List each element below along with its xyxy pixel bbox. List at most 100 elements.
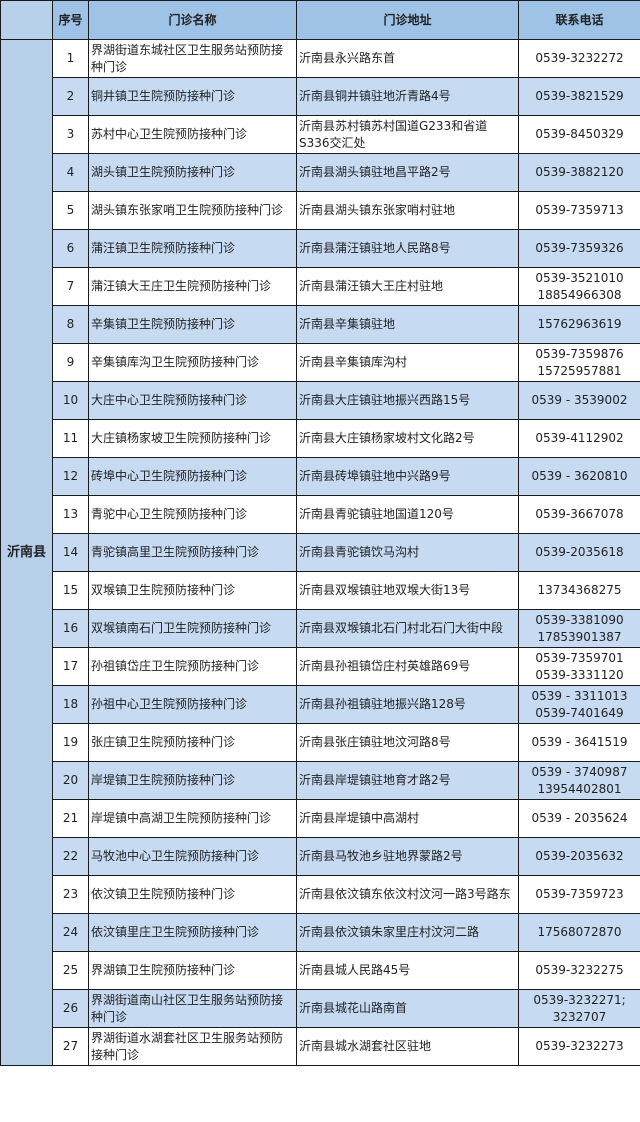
- clinic-address-cell: 沂南县砖埠镇驻地中兴路9号: [296, 457, 519, 496]
- table-row: 21 岸堤镇中高湖卫生院预防接种门诊 沂南县岸堤镇中高湖村 0539 - 203562…: [1, 799, 640, 838]
- seq-cell: 27: [52, 1027, 89, 1066]
- seq-cell: 20: [52, 761, 89, 800]
- phone-cell: 0539-3667078: [518, 495, 640, 534]
- phone-cell: 0539 - 3620810: [518, 457, 640, 496]
- table-row: 3 苏村中心卫生院预防接种门诊 沂南县苏村镇苏村国道G233和省道S336交汇处 05…: [1, 115, 640, 154]
- clinic-address-cell: 沂南县孙祖镇驻地振兴路128号: [296, 685, 519, 724]
- clinic-name-cell: 蒲汪镇卫生院预防接种门诊: [88, 229, 297, 268]
- clinic-address-cell: 沂南县城水湖套社区驻地: [296, 1027, 519, 1066]
- clinic-address-cell: 沂南县孙祖镇岱庄村英雄路69号: [296, 647, 519, 686]
- phone-cell: 0539-8450329: [518, 115, 640, 154]
- phone-cell: 0539-4112902: [518, 419, 640, 458]
- phone-cell: 0539-3232273: [518, 1027, 640, 1066]
- clinic-name-cell: 界湖街道水湖套社区卫生服务站预防接种门诊: [88, 1027, 297, 1066]
- clinic-address-cell: 沂南县辛集镇库沟村: [296, 343, 519, 382]
- clinic-name-cell: 张庄镇卫生院预防接种门诊: [88, 723, 297, 762]
- phone-cell: 0539-7359713: [518, 191, 640, 230]
- clinic-name-cell: 岸堤镇中高湖卫生院预防接种门诊: [88, 799, 297, 838]
- header-seq: 序号: [52, 0, 89, 40]
- phone-cell: 0539-2035618: [518, 533, 640, 572]
- clinic-name-cell: 双堠镇卫生院预防接种门诊: [88, 571, 297, 610]
- clinic-address-cell: 沂南县铜井镇驻地沂青路4号: [296, 77, 519, 116]
- clinic-address-cell: 沂南县依汶镇朱家里庄村汶河二路: [296, 913, 519, 952]
- clinic-address-cell: 沂南县城人民路45号: [296, 951, 519, 990]
- table-row: 27 界湖街道水湖套社区卫生服务站预防接种门诊 沂南县城水湖套社区驻地 0539-32…: [1, 1027, 640, 1066]
- clinic-name-cell: 青驼镇高里卫生院预防接种门诊: [88, 533, 297, 572]
- header-phone: 联系电话: [518, 0, 640, 40]
- clinic-name-cell: 界湖街道南山社区卫生服务站预防接种门诊: [88, 989, 297, 1028]
- table-row: 12 砖埠中心卫生院预防接种门诊 沂南县砖埠镇驻地中兴路9号 0539 - 36208…: [1, 457, 640, 496]
- clinic-name-cell: 依汶镇卫生院预防接种门诊: [88, 875, 297, 914]
- table-row: 7 蒲汪镇大王庄卫生院预防接种门诊 沂南县蒲汪镇大王庄村驻地 0539-3521010…: [1, 267, 640, 306]
- clinic-address-cell: 沂南县辛集镇驻地: [296, 305, 519, 344]
- seq-cell: 3: [52, 115, 89, 154]
- phone-cell: 0539-7359723: [518, 875, 640, 914]
- table-row: 9 辛集镇库沟卫生院预防接种门诊 沂南县辛集镇库沟村 0539-7359876 157…: [1, 343, 640, 382]
- clinic-address-cell: 沂南县马牧池乡驻地界蒙路2号: [296, 837, 519, 876]
- phone-cell: 0539-3882120: [518, 153, 640, 192]
- clinic-address-cell: 沂南县岸堤镇驻地育才路2号: [296, 761, 519, 800]
- phone-cell: 0539 - 3740987 13954402801: [518, 761, 640, 800]
- clinic-address-cell: 沂南县双堠镇驻地双堠大街13号: [296, 571, 519, 610]
- table-row: 19 张庄镇卫生院预防接种门诊 沂南县张庄镇驻地汶河路8号 0539 - 364151…: [1, 723, 640, 762]
- seq-cell: 15: [52, 571, 89, 610]
- phone-cell: 0539-7359701 0539-3331120: [518, 647, 640, 686]
- phone-cell: 0539-3232271; 3232707: [518, 989, 640, 1028]
- clinic-table: 序号 门诊名称 门诊地址 联系电话 沂南县 1 界湖街道东城社区卫生服务站预防接种门…: [0, 0, 640, 1066]
- phone-cell: 13734368275: [518, 571, 640, 610]
- seq-cell: 19: [52, 723, 89, 762]
- table-row: 8 辛集镇卫生院预防接种门诊 沂南县辛集镇驻地 15762963619: [1, 305, 640, 344]
- table-row: 4 湖头镇卫生院预防接种门诊 沂南县湖头镇驻地昌平路2号 0539-3882120: [1, 153, 640, 192]
- seq-cell: 1: [52, 39, 89, 78]
- table-row: 17 孙祖镇岱庄卫生院预防接种门诊 沂南县孙祖镇岱庄村英雄路69号 0539-7359…: [1, 647, 640, 686]
- clinic-address-cell: 沂南县湖头镇驻地昌平路2号: [296, 153, 519, 192]
- clinic-name-cell: 苏村中心卫生院预防接种门诊: [88, 115, 297, 154]
- seq-cell: 9: [52, 343, 89, 382]
- table-row: 22 马牧池中心卫生院预防接种门诊 沂南县马牧池乡驻地界蒙路2号 0539-20356…: [1, 837, 640, 876]
- clinic-address-cell: 沂南县蒲汪镇大王庄村驻地: [296, 267, 519, 306]
- table-row: 6 蒲汪镇卫生院预防接种门诊 沂南县蒲汪镇驻地人民路8号 0539-7359326: [1, 229, 640, 268]
- phone-cell: 0539-3232272: [518, 39, 640, 78]
- seq-cell: 10: [52, 381, 89, 420]
- table-row: 15 双堠镇卫生院预防接种门诊 沂南县双堠镇驻地双堠大街13号 13734368275: [1, 571, 640, 610]
- clinic-address-cell: 沂南县双堠镇北石门村北石门大街中段: [296, 609, 519, 648]
- table-row: 11 大庄镇杨家坡卫生院预防接种门诊 沂南县大庄镇杨家坡村文化路2号 0539-411…: [1, 419, 640, 458]
- table-row: 18 孙祖中心卫生院预防接种门诊 沂南县孙祖镇驻地振兴路128号 0539 - 331…: [1, 685, 640, 724]
- seq-cell: 11: [52, 419, 89, 458]
- clinic-name-cell: 湖头镇卫生院预防接种门诊: [88, 153, 297, 192]
- phone-cell: 0539 - 3539002: [518, 381, 640, 420]
- clinic-name-cell: 孙祖中心卫生院预防接种门诊: [88, 685, 297, 724]
- seq-cell: 24: [52, 913, 89, 952]
- table-row: 沂南县 1 界湖街道东城社区卫生服务站预防接种门诊 沂南县永兴路东首 0539-3232…: [0, 39, 640, 1066]
- table-row: 20 岸堤镇卫生院预防接种门诊 沂南县岸堤镇驻地育才路2号 0539 - 374098…: [1, 761, 640, 800]
- clinic-name-cell: 双堠镇南石门卫生院预防接种门诊: [88, 609, 297, 648]
- clinic-address-cell: 沂南县蒲汪镇驻地人民路8号: [296, 229, 519, 268]
- clinic-address-cell: 沂南县依汶镇东依汶村汶河一路3号路东: [296, 875, 519, 914]
- county-cell: 沂南县: [0, 39, 53, 1066]
- seq-cell: 6: [52, 229, 89, 268]
- table-row: 26 界湖街道南山社区卫生服务站预防接种门诊 沂南县城花山路南首 0539-32322…: [1, 989, 640, 1028]
- table-row: 5 湖头镇东张家哨卫生院预防接种门诊 沂南县湖头镇东张家哨村驻地 0539-73597…: [1, 191, 640, 230]
- seq-cell: 2: [52, 77, 89, 116]
- phone-cell: 0539-3821529: [518, 77, 640, 116]
- table-row: 24 依汶镇里庄卫生院预防接种门诊 沂南县依汶镇朱家里庄村汶河二路 175680728…: [1, 913, 640, 952]
- table-row: 14 青驼镇高里卫生院预防接种门诊 沂南县青驼镇饮马沟村 0539-2035618: [1, 533, 640, 572]
- seq-cell: 12: [52, 457, 89, 496]
- clinic-name-cell: 大庄镇杨家坡卫生院预防接种门诊: [88, 419, 297, 458]
- table-row: 25 界湖镇卫生院预防接种门诊 沂南县城人民路45号 0539-3232275: [1, 951, 640, 990]
- header-county: [0, 0, 53, 40]
- seq-cell: 25: [52, 951, 89, 990]
- clinic-name-cell: 蒲汪镇大王庄卫生院预防接种门诊: [88, 267, 297, 306]
- table-row: 13 青驼中心卫生院预防接种门诊 沂南县青驼镇驻地国道120号 0539-366707…: [1, 495, 640, 534]
- header-address: 门诊地址: [296, 0, 519, 40]
- phone-cell: 15762963619: [518, 305, 640, 344]
- clinic-address-cell: 沂南县城花山路南首: [296, 989, 519, 1028]
- clinic-name-cell: 铜井镇卫生院预防接种门诊: [88, 77, 297, 116]
- header-row: 序号 门诊名称 门诊地址 联系电话: [0, 0, 640, 40]
- seq-cell: 4: [52, 153, 89, 192]
- table-row: 23 依汶镇卫生院预防接种门诊 沂南县依汶镇东依汶村汶河一路3号路东 0539-735…: [1, 875, 640, 914]
- seq-cell: 22: [52, 837, 89, 876]
- phone-cell: 0539-3381090 17853901387: [518, 609, 640, 648]
- clinic-address-cell: 沂南县青驼镇驻地国道120号: [296, 495, 519, 534]
- seq-cell: 23: [52, 875, 89, 914]
